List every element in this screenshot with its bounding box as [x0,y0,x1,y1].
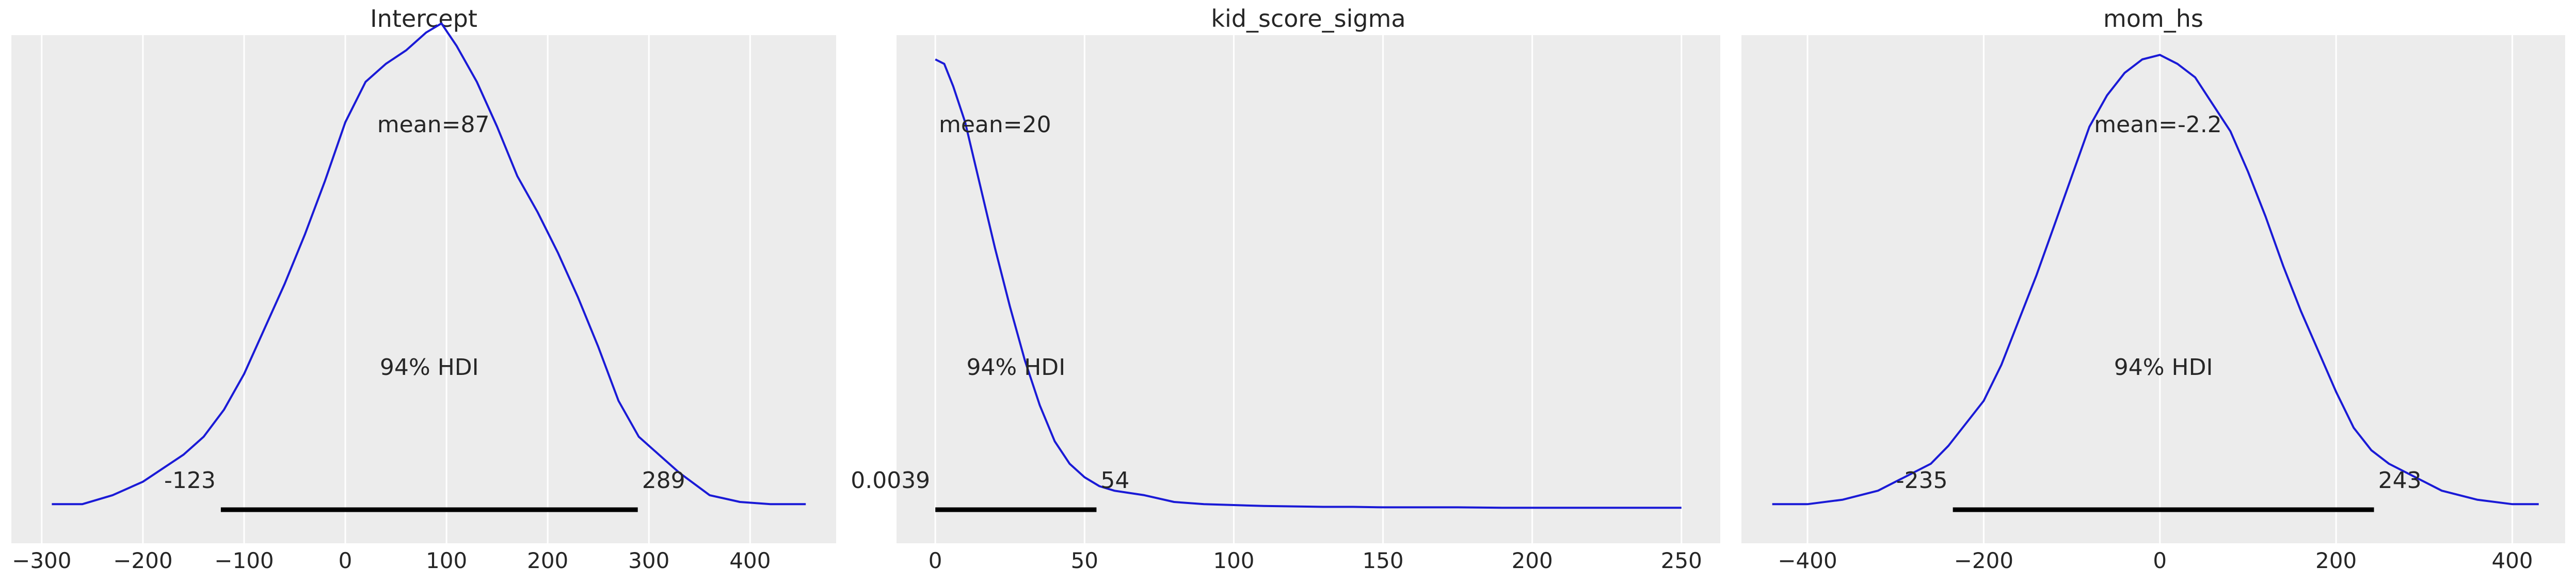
x-tick-label: 0 [929,548,942,573]
x-tick-label: 50 [1071,548,1098,573]
x-tick-label: 0 [2153,548,2167,573]
density-line [52,22,806,506]
x-tick-label: −400 [1778,548,1837,573]
x-tick-label: −200 [1954,548,2013,573]
hdi-text: 94% HDI [2114,354,2213,381]
x-tick-label: 0 [339,548,353,573]
x-tick-label: 250 [1661,548,1702,573]
hdi-high-label: 54 [1100,467,1129,494]
hdi-high-label: 243 [2378,467,2422,494]
x-tick-label: 400 [2491,548,2533,573]
panels: Intercept −300 −200 −100 0 100 200 300 400 -123 28… [11,5,2565,573]
x-tick-label: 300 [628,548,669,573]
panel-0: Intercept −300 −200 −100 0 100 200 300 400 -123 28… [11,5,836,573]
mean-label: mean=-2.2 [2094,112,2222,138]
density-line [1772,54,2539,506]
panel-2: mom_hs −400 −200 0 200 400 -235 243 94% HDI mean=… [1741,5,2565,573]
mean-label: mean=87 [377,112,490,138]
panel-1: kid_score_sigma 0 50 100 150 200 250 0.0039 54 94… [851,5,1720,573]
x-tick-label: 400 [729,548,771,573]
panel-title: kid_score_sigma [1211,5,1405,33]
hdi-low-label: -123 [164,467,216,494]
plot-area [897,35,1720,543]
x-tick-label: 100 [426,548,467,573]
x-tick-label: −300 [12,548,71,573]
x-tick-label: 150 [1362,548,1403,573]
x-tick-label: −100 [214,548,274,573]
density-line [935,58,1682,509]
x-tick-label: 200 [527,548,568,573]
hdi-text: 94% HDI [380,354,479,381]
hdi-low-label: 0.0039 [851,467,930,494]
plot-area [11,35,836,543]
panel-title: Intercept [370,5,477,33]
x-tick-label: 200 [1512,548,1553,573]
panel-title: mom_hs [2103,5,2203,33]
x-tick-label: 200 [2315,548,2357,573]
plot-area [1741,35,2565,543]
hdi-low-label: -235 [1896,467,1948,494]
x-tick-label: 100 [1213,548,1254,573]
x-tick-label: −200 [113,548,172,573]
mean-label: mean=20 [939,112,1051,138]
hdi-high-label: 289 [642,467,685,494]
hdi-text: 94% HDI [966,354,1065,381]
